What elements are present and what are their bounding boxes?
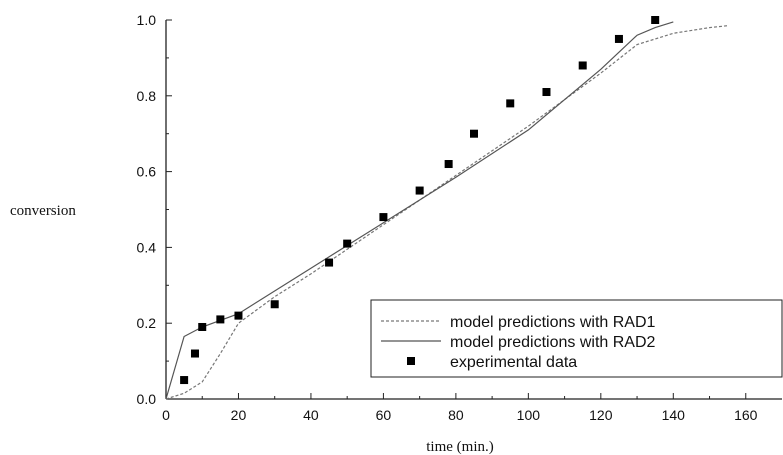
experimental-data-point (470, 129, 478, 138)
experimental-data-point (651, 16, 660, 24)
x-tick-label: 40 (303, 407, 319, 423)
experimental-data-point (415, 186, 424, 195)
x-tick-label: 160 (734, 407, 758, 423)
y-tick-label: 0.0 (137, 391, 157, 407)
experimental-data-point (325, 258, 334, 267)
y-tick-label: 0.6 (137, 164, 157, 180)
experimental-data-point (270, 300, 279, 309)
x-tick-label: 60 (376, 407, 392, 423)
series-1-line (165, 25, 728, 400)
x-tick-label: 80 (448, 407, 464, 423)
legend-label-1: model predictions with RAD1 (450, 314, 656, 331)
legend-label-3: experimental data (450, 354, 577, 371)
x-axis-ticks: 0 20 40 60 80 100 120 140 160 (162, 393, 758, 423)
y-axis-title: conversion (10, 203, 76, 219)
x-axis-title: time (min.) (426, 439, 494, 455)
experimental-data-point (506, 99, 515, 108)
experimental-data-point (578, 61, 587, 70)
experimental-data-point (234, 311, 243, 320)
x-tick-label: 120 (589, 407, 613, 423)
y-tick-label: 0.4 (137, 239, 157, 255)
legend: model predictions with RAD1 model predict… (370, 299, 783, 378)
x-tick-label: 20 (231, 407, 247, 423)
experimental-data-point (444, 160, 453, 169)
y-tick-label: 1.0 (137, 12, 157, 28)
experimental-data-point (379, 213, 388, 222)
legend-box (370, 299, 783, 378)
experimental-data-point (542, 88, 551, 97)
experimental-data-point (614, 34, 623, 43)
legend-label-2: model predictions with RAD2 (450, 334, 656, 351)
y-tick-label: 0.2 (137, 315, 157, 331)
experimental-data-point (190, 349, 199, 358)
y-tick-label: 0.8 (137, 88, 157, 104)
x-tick-label: 100 (517, 407, 541, 423)
y-axis-ticks: 0.0 0.2 0.4 0.6 0.8 1.0 (137, 12, 172, 407)
experimental-data-point (180, 376, 189, 385)
legend-marker-experimental (407, 357, 415, 365)
experimental-data-point (343, 239, 352, 248)
x-tick-label: 0 (162, 407, 170, 423)
experimental-data-point (198, 322, 207, 331)
x-tick-label: 140 (662, 407, 686, 423)
experimental-data-point (216, 315, 225, 324)
series-layer (165, 16, 728, 400)
